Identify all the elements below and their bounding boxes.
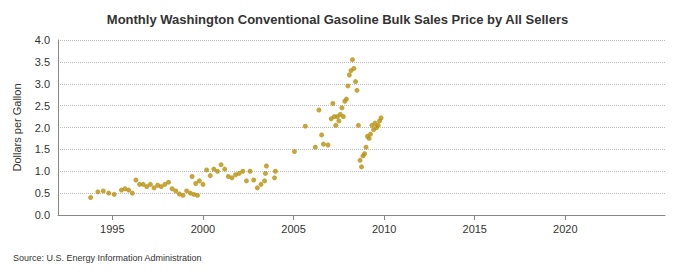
svg-text:Source: U.S. Energy Informatio: Source: U.S. Energy Information Administ… — [13, 253, 202, 263]
svg-text:0.0: 0.0 — [35, 209, 50, 221]
svg-text:Monthly Washington Conventiona: Monthly Washington Conventional Gasoline… — [107, 12, 568, 27]
svg-text:Dollars per Gallon: Dollars per Gallon — [11, 83, 23, 171]
svg-text:2000: 2000 — [191, 223, 215, 235]
svg-text:2.5: 2.5 — [35, 100, 50, 112]
svg-text:1995: 1995 — [100, 223, 124, 235]
svg-text:1.0: 1.0 — [35, 165, 50, 177]
svg-text:3.0: 3.0 — [35, 78, 50, 90]
svg-text:2010: 2010 — [372, 223, 396, 235]
svg-text:2015: 2015 — [463, 223, 487, 235]
svg-text:2020: 2020 — [553, 223, 577, 235]
svg-text:4.0: 4.0 — [35, 34, 50, 46]
svg-text:2005: 2005 — [281, 223, 305, 235]
svg-text:0.5: 0.5 — [35, 187, 50, 199]
svg-text:1.5: 1.5 — [35, 143, 50, 155]
svg-text:2.0: 2.0 — [35, 122, 50, 134]
svg-text:3.5: 3.5 — [35, 56, 50, 68]
